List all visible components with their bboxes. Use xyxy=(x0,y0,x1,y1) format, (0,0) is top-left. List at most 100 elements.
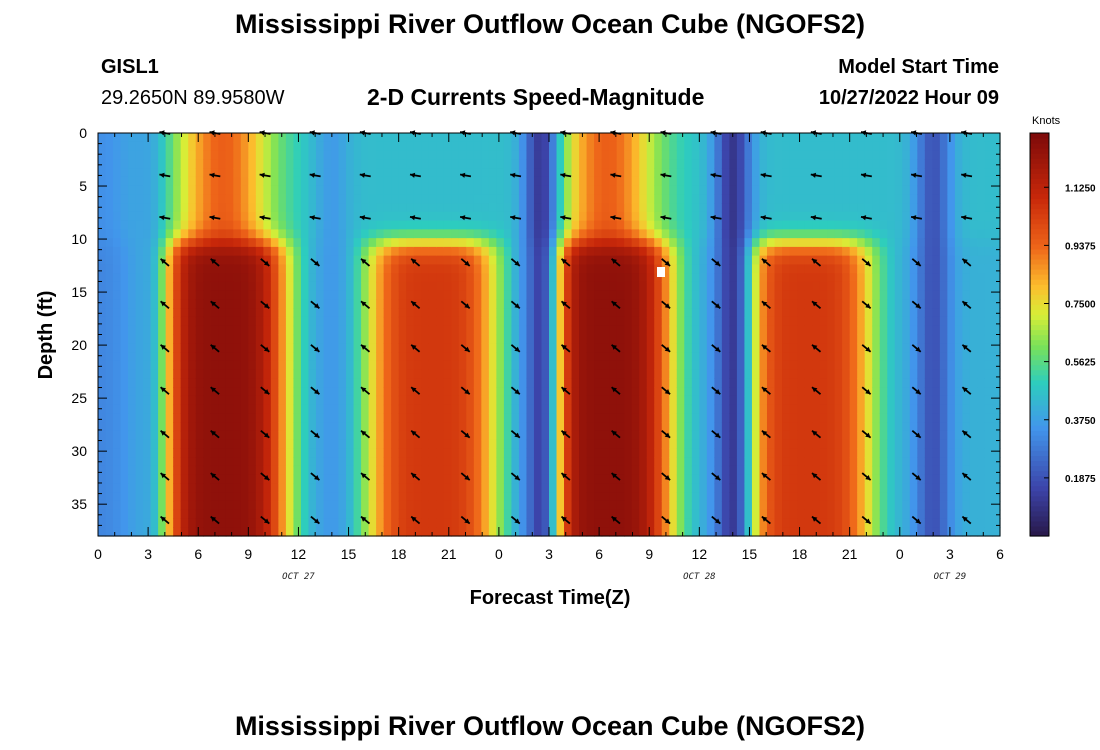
heatmap-cell xyxy=(556,387,565,397)
heatmap-cell xyxy=(473,325,482,336)
heatmap-cell xyxy=(173,413,182,423)
heatmap-cell xyxy=(158,168,167,178)
heatmap-cell xyxy=(413,168,422,178)
heatmap-cell xyxy=(263,378,272,388)
heatmap-cell xyxy=(188,220,197,230)
heatmap-cell xyxy=(165,387,174,397)
heatmap-cell xyxy=(556,343,565,353)
heatmap-cell xyxy=(556,527,565,537)
heatmap-cell xyxy=(135,290,144,301)
heatmap-cell xyxy=(872,387,881,397)
heatmap-cell xyxy=(338,430,347,441)
heatmap-cell xyxy=(458,360,467,371)
heatmap-cell xyxy=(225,518,234,528)
heatmap-cell xyxy=(804,395,813,406)
heatmap-cell xyxy=(391,404,400,414)
heatmap-cell xyxy=(218,203,227,213)
heatmap-cell xyxy=(165,474,174,485)
heatmap-cell xyxy=(263,264,272,274)
heatmap-cell xyxy=(789,168,798,178)
heatmap-cell xyxy=(113,352,122,362)
heatmap-cell xyxy=(789,369,798,379)
heatmap-cell xyxy=(436,395,445,406)
heatmap-cell xyxy=(751,220,761,230)
heatmap-cell xyxy=(857,238,866,248)
heatmap-cell xyxy=(766,518,776,528)
heatmap-cell xyxy=(669,334,678,344)
heatmap-cell xyxy=(406,203,415,213)
heatmap-cell xyxy=(331,422,340,432)
heatmap-cell xyxy=(150,500,159,511)
heatmap-cell xyxy=(188,194,197,204)
heatmap-cell xyxy=(518,343,528,353)
heatmap-cell xyxy=(195,133,204,143)
heatmap-cell xyxy=(120,168,129,178)
heatmap-cell xyxy=(857,203,866,213)
heatmap-cell xyxy=(639,492,648,502)
heatmap-cell xyxy=(827,483,836,493)
heatmap-cell xyxy=(872,500,881,511)
heatmap-cell xyxy=(285,185,295,195)
heatmap-cell xyxy=(376,360,385,371)
heatmap-cell xyxy=(864,527,873,537)
heatmap-cell xyxy=(902,168,911,178)
heatmap-cell xyxy=(879,474,888,485)
heatmap-cell xyxy=(165,518,174,528)
heatmap-cell xyxy=(218,273,227,283)
heatmap-cell xyxy=(225,395,234,406)
heatmap-cell xyxy=(736,264,746,274)
heatmap-cell xyxy=(564,194,573,204)
heatmap-cell xyxy=(248,430,257,441)
heatmap-cell xyxy=(383,133,392,143)
heatmap-cell xyxy=(879,527,888,537)
heatmap-cell xyxy=(195,238,204,248)
heatmap-cell xyxy=(579,352,588,362)
heatmap-cell xyxy=(909,220,918,230)
heatmap-cell xyxy=(195,150,204,160)
heatmap-cell xyxy=(496,387,505,397)
heatmap-cell xyxy=(105,527,114,537)
heatmap-cell xyxy=(759,457,768,467)
heatmap-cell xyxy=(721,518,730,528)
heatmap-cell xyxy=(195,334,204,344)
heatmap-cell xyxy=(406,229,415,239)
heatmap-cell xyxy=(564,413,573,423)
heatmap-cell xyxy=(443,159,452,169)
heatmap-cell xyxy=(609,229,618,239)
heatmap-cell xyxy=(782,229,791,239)
heatmap-cell xyxy=(774,457,783,467)
heatmap-cell xyxy=(624,343,633,353)
heatmap-cell xyxy=(541,465,550,476)
heatmap-cell xyxy=(346,413,355,423)
heatmap-cell xyxy=(308,465,317,476)
heatmap-cell xyxy=(744,273,753,283)
heatmap-cell xyxy=(804,465,813,476)
heatmap-cell xyxy=(759,264,768,274)
heatmap-cell xyxy=(481,343,490,353)
heatmap-cell xyxy=(579,448,588,458)
heatmap-cell xyxy=(571,273,580,283)
heatmap-cell xyxy=(338,203,347,213)
heatmap-cell xyxy=(834,316,843,327)
heatmap-cell xyxy=(458,185,467,195)
heatmap-cell xyxy=(195,369,204,379)
heatmap-cell xyxy=(511,141,520,152)
heatmap-cell xyxy=(609,378,618,388)
heatmap-cell xyxy=(300,509,310,520)
heatmap-cell xyxy=(98,203,107,213)
heatmap-cell xyxy=(902,325,911,336)
heatmap-cell xyxy=(451,343,460,353)
heatmap-cell xyxy=(481,185,490,195)
heatmap-cell xyxy=(135,203,144,213)
heatmap-cell xyxy=(819,457,828,467)
heatmap-cell xyxy=(150,299,159,309)
heatmap-cell xyxy=(376,133,385,143)
heatmap-cell xyxy=(631,159,640,169)
heatmap-cell xyxy=(496,150,505,160)
heatmap-cell xyxy=(872,413,881,423)
heatmap-cell xyxy=(398,246,407,257)
heatmap-cell xyxy=(834,360,843,371)
heatmap-cell xyxy=(834,211,843,222)
heatmap-cell xyxy=(473,246,482,257)
heatmap-cell xyxy=(676,203,685,213)
